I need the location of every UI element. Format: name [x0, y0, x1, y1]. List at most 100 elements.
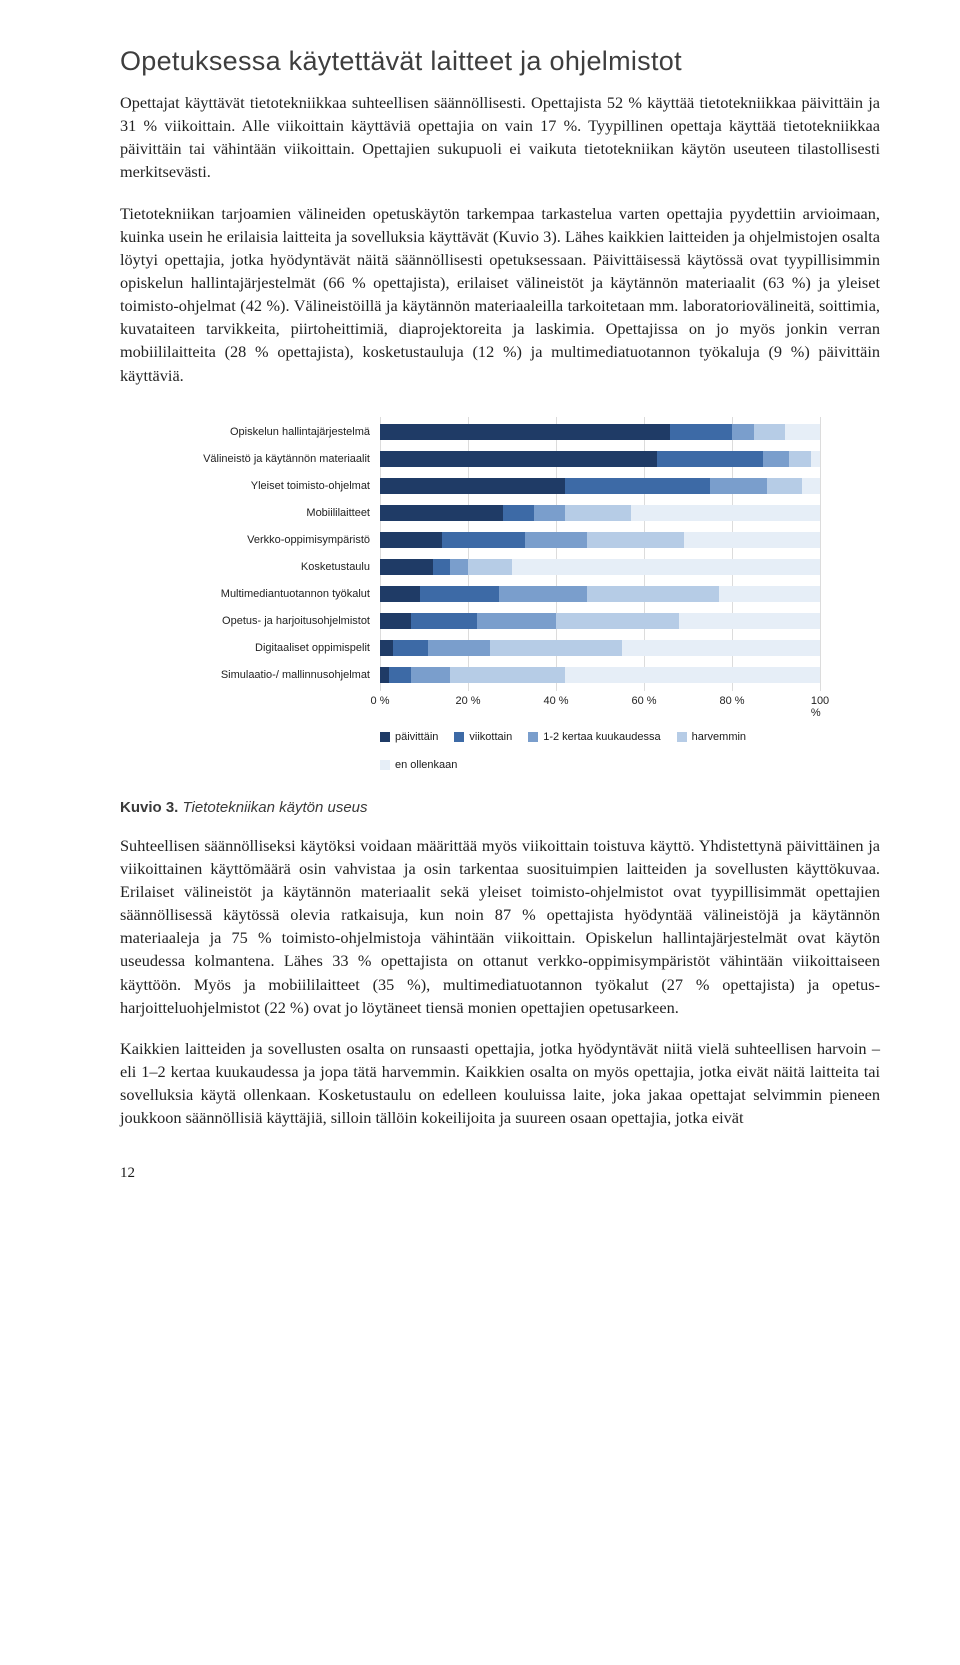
bar-segment [442, 532, 526, 548]
bar-segment [411, 613, 477, 629]
legend-swatch [380, 732, 390, 742]
bar-segment [679, 613, 820, 629]
chart-row-label: Välineistö ja käytännön materiaalit [180, 453, 380, 465]
bar-segment [380, 478, 565, 494]
bar-segment [468, 559, 512, 575]
bar-segment [380, 424, 670, 440]
bar-segment [393, 640, 428, 656]
legend-label: harvemmin [692, 731, 746, 743]
bar-segment [622, 640, 820, 656]
bar-segment [802, 478, 820, 494]
bar-segment [450, 559, 468, 575]
bar-segment [380, 532, 442, 548]
bar-segment [512, 559, 820, 575]
chart-row: Mobiililaitteet [180, 500, 820, 527]
bar-segment [380, 667, 389, 683]
chart-row: Simulaatio-/ mallinnusohjelmat [180, 662, 820, 689]
bar-segment [428, 640, 490, 656]
x-tick: 100 % [811, 695, 829, 719]
legend-label: viikottain [469, 731, 512, 743]
x-tick: 20 % [455, 695, 480, 707]
legend-item: 1-2 kertaa kuukaudessa [528, 731, 660, 743]
bar-segment [433, 559, 451, 575]
bar-segment [763, 451, 789, 467]
bar-segment [477, 613, 556, 629]
chart-row: Yleiset toimisto-ohjelmat [180, 473, 820, 500]
paragraph-2: Tietotekniikan tarjoamien välineiden ope… [120, 202, 880, 387]
chart-row: Opiskelun hallintajärjestelmä [180, 419, 820, 446]
bar-segment [587, 586, 719, 602]
legend-item: en ollenkaan [380, 759, 457, 771]
bar-segment [380, 559, 433, 575]
usage-frequency-chart: Opiskelun hallintajärjestelmä Välineistö … [180, 419, 820, 771]
bar-segment [420, 586, 499, 602]
bar-segment [450, 667, 564, 683]
legend-item: viikottain [454, 731, 512, 743]
bar-segment [503, 505, 534, 521]
chart-row-label: Mobiililaitteet [180, 507, 380, 519]
bar-segment [380, 451, 657, 467]
chart-row: Verkko-oppimisympäristö [180, 527, 820, 554]
bar-segment [490, 640, 622, 656]
chart-row-label: Digitaaliset oppimispelit [180, 642, 380, 654]
bar-segment [657, 451, 763, 467]
chart-row-label: Simulaatio-/ mallinnusohjelmat [180, 669, 380, 681]
bar-segment [389, 667, 411, 683]
section-heading: Opetuksessa käytettävät laitteet ja ohje… [120, 46, 880, 77]
legend-item: harvemmin [677, 731, 746, 743]
bar-segment [556, 613, 679, 629]
bar-segment [565, 478, 710, 494]
bar-segment [789, 451, 811, 467]
paragraph-4: Kaikkien laitteiden ja sovellusten osalt… [120, 1037, 880, 1130]
bar-segment [380, 613, 411, 629]
bar-segment [380, 586, 420, 602]
chart-row: Multimediantuotannon työkalut [180, 581, 820, 608]
bar-segment [710, 478, 767, 494]
bar-segment [587, 532, 684, 548]
paragraph-3: Suhteellisen säännölliseksi käytöksi voi… [120, 834, 880, 1019]
page-number: 12 [120, 1165, 880, 1182]
bar-segment [732, 424, 754, 440]
bar-segment [534, 505, 565, 521]
caption-number: Kuvio 3. [120, 799, 178, 816]
bar-segment [754, 424, 785, 440]
chart-row: Digitaaliset oppimispelit [180, 635, 820, 662]
bar-segment [380, 640, 393, 656]
bar-segment [411, 667, 451, 683]
chart-row: Opetus- ja harjoitusohjelmistot [180, 608, 820, 635]
chart-row-label: Opiskelun hallintajärjestelmä [180, 426, 380, 438]
chart-row-label: Opetus- ja harjoitusohjelmistot [180, 615, 380, 627]
legend-swatch [380, 760, 390, 770]
bar-segment [767, 478, 802, 494]
chart-row: Välineistö ja käytännön materiaalit [180, 446, 820, 473]
legend-swatch [528, 732, 538, 742]
legend-swatch [454, 732, 464, 742]
bar-segment [684, 532, 820, 548]
legend-label: päivittäin [395, 731, 438, 743]
paragraph-1: Opettajat käyttävät tietotekniikkaa suht… [120, 91, 880, 184]
x-tick: 0 % [371, 695, 390, 707]
bar-segment [525, 532, 587, 548]
x-tick: 40 % [543, 695, 568, 707]
chart-row-label: Kosketustaulu [180, 561, 380, 573]
legend-label: en ollenkaan [395, 759, 457, 771]
caption-text: Tietotekniikan käytön useus [178, 799, 367, 816]
chart-row-label: Verkko-oppimisympäristö [180, 534, 380, 546]
bar-segment [719, 586, 820, 602]
x-tick: 80 % [719, 695, 744, 707]
chart-row-label: Multimediantuotannon työkalut [180, 588, 380, 600]
chart-row-label: Yleiset toimisto-ohjelmat [180, 480, 380, 492]
bar-segment [565, 667, 820, 683]
legend-item: päivittäin [380, 731, 438, 743]
bar-segment [499, 586, 587, 602]
bar-segment [380, 505, 503, 521]
bar-segment [631, 505, 820, 521]
legend-swatch [677, 732, 687, 742]
bar-segment [670, 424, 732, 440]
figure-caption: Kuvio 3. Tietotekniikan käytön useus [120, 799, 880, 816]
legend-label: 1-2 kertaa kuukaudessa [543, 731, 660, 743]
x-tick: 60 % [631, 695, 656, 707]
bar-segment [785, 424, 820, 440]
bar-segment [565, 505, 631, 521]
bar-segment [811, 451, 820, 467]
